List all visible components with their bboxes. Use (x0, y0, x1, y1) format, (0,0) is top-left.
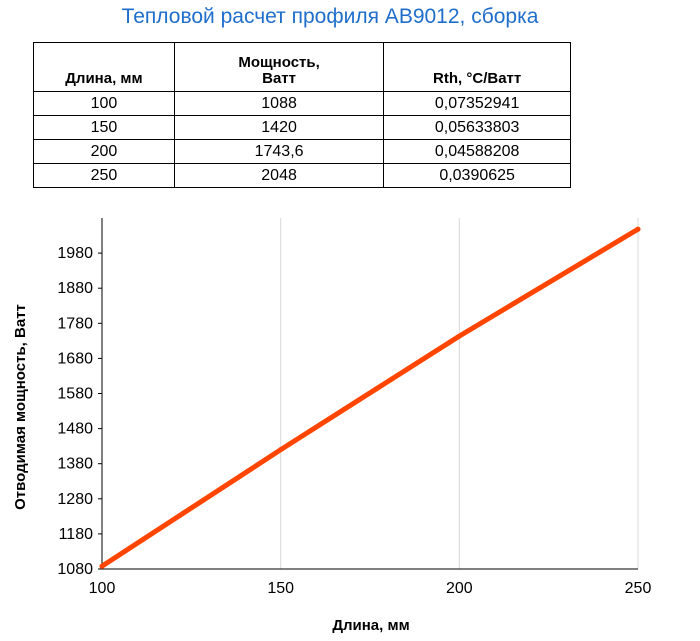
y-tick-label: 1080 (57, 561, 93, 578)
cell-power: 1088 (173, 91, 385, 116)
data-point (635, 226, 641, 232)
x-axis-label: Длина, мм (332, 617, 409, 634)
y-tick-label: 1780 (57, 315, 93, 332)
y-tick-label: 1580 (57, 386, 93, 403)
cell-length: 200 (33, 139, 175, 164)
cell-rth: 0,0390625 (383, 163, 571, 188)
header-rth: Rth, °C/Ватт (383, 42, 571, 92)
cell-length: 150 (33, 115, 175, 140)
line-chart: 1080 1180 1280 1380 1480 1580 1680 1780 1880 1980… (12, 218, 652, 634)
y-tick-labels: 1080 1180 1280 1380 1480 1580 1680 1780 1880 1980 (57, 245, 93, 578)
chart-grid (280, 218, 639, 569)
y-tick-label: 1680 (57, 350, 93, 367)
table-row: 150 1420 0,05633803 (33, 115, 571, 140)
x-tick-label: 250 (625, 580, 652, 597)
data-table: Длина, мм Мощность, Ватт Rth, °C/Ватт 10… (33, 42, 571, 188)
y-tick-label: 1280 (57, 491, 93, 508)
x-tick-labels: 100 150 200 250 (89, 580, 652, 597)
cell-rth: 0,04588208 (383, 139, 571, 164)
y-tick-label: 1180 (59, 526, 94, 543)
y-tick-label: 1880 (57, 280, 93, 297)
cell-length: 250 (33, 163, 175, 188)
cell-rth: 0,07352941 (383, 91, 571, 116)
table-row: 100 1088 0,07352941 (33, 91, 571, 116)
page-title: Тепловой расчет профиля AB9012, сборка (121, 5, 539, 28)
cell-power: 1743,6 (173, 139, 385, 164)
x-tick-label: 200 (446, 580, 473, 597)
data-point (456, 333, 462, 339)
y-axis-label: Отводимая мощность, Ватт (12, 304, 29, 510)
cell-power: 1420 (173, 115, 385, 140)
table-header-row: Длина, мм Мощность, Ватт Rth, °C/Ватт (33, 42, 571, 92)
x-tick-label: 150 (267, 580, 294, 597)
chart-series (99, 226, 641, 569)
series-line (99, 226, 641, 569)
header-power: Мощность, Ватт (173, 42, 385, 92)
header-length: Длина, мм (33, 42, 175, 92)
y-tick-label: 1380 (57, 456, 93, 473)
chart-axes (98, 218, 638, 570)
y-tick-label: 1980 (57, 245, 93, 262)
cell-power: 2048 (173, 163, 385, 188)
table-row: 250 2048 0,0390625 (33, 163, 571, 188)
data-point (278, 447, 284, 453)
cell-length: 100 (33, 91, 175, 116)
x-tick-label: 100 (89, 580, 116, 597)
table-row: 200 1743,6 0,04588208 (33, 139, 571, 164)
data-point (99, 563, 105, 569)
cell-rth: 0,05633803 (383, 115, 571, 140)
y-tick-label: 1480 (57, 421, 93, 438)
